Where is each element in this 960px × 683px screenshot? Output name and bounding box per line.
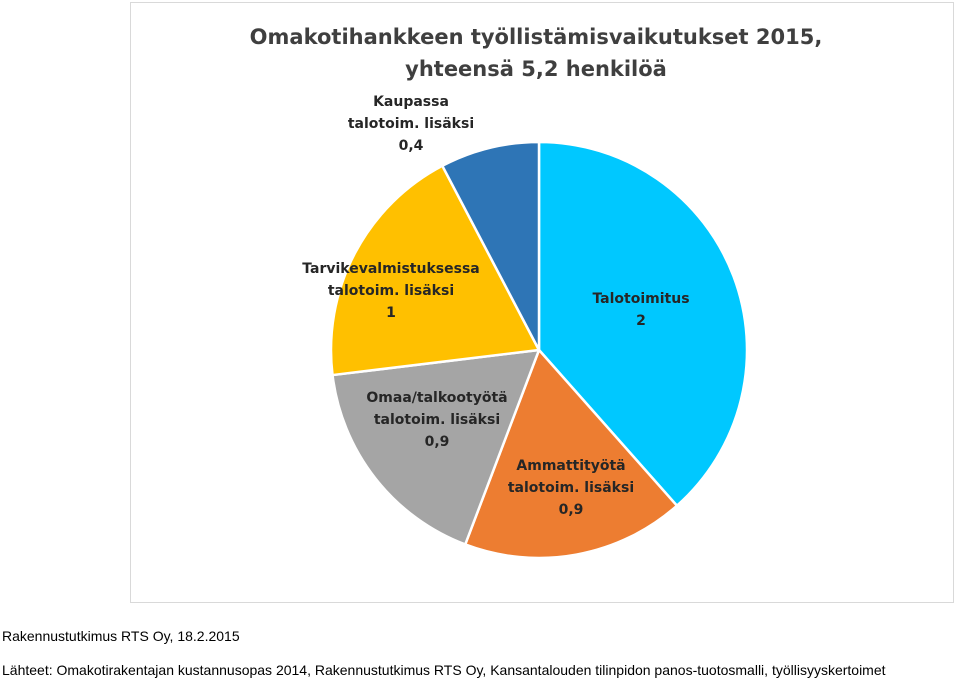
chart-frame: Omakotihankkeen työllistämisvaikutukset … <box>130 2 954 603</box>
slice-value: 0,9 <box>558 502 584 518</box>
slice-label-line: talotoim. lisäksi <box>327 283 455 299</box>
slice-label-line: Kaupassa <box>373 94 449 110</box>
chart-title: Omakotihankkeen työllistämisvaikutukset … <box>131 21 941 85</box>
slice-label-kaupassa: Kaupassa talotoim. lisäksi 0,4 <box>331 91 491 157</box>
source-line: Rakennustutkimus RTS Oy, 18.2.2015 <box>2 628 240 644</box>
slice-label-line: talotoim. lisäksi <box>373 412 501 428</box>
slice-label-line: Ammattityötä <box>516 458 626 474</box>
slice-value: 0,9 <box>424 434 450 450</box>
slice-label-line: talotoim. lisäksi <box>507 480 635 496</box>
chart-title-line-2: yhteensä 5,2 henkilöä <box>405 57 667 81</box>
pie-slice-kaupassa <box>441 140 541 352</box>
pie-slice-talotoimitus <box>537 140 749 507</box>
slice-label-omaa-talkootyota: Omaa/talkootyötä talotoim. lisäksi 0,9 <box>357 387 517 453</box>
slice-value: 1 <box>386 305 396 321</box>
slice-label-line: talotoim. lisäksi <box>347 116 475 132</box>
pie-slice-omaa-talkootyota <box>331 348 541 546</box>
references-line: Lähteet: Omakotirakentajan kustannusopas… <box>2 662 886 678</box>
slice-label-ammattityota: Ammattityötä talotoim. lisäksi 0,9 <box>496 455 646 521</box>
slice-label-line: Omaa/talkootyötä <box>366 390 508 406</box>
slice-label-line: Tarvikevalmistuksessa <box>302 261 480 277</box>
chart-title-line-1: Omakotihankkeen työllistämisvaikutukset … <box>249 25 823 49</box>
pie-slice-ammattityota <box>463 348 679 560</box>
slice-value: 0,4 <box>398 138 424 154</box>
slice-label-talotoimitus: Talotoimitus 2 <box>571 288 711 332</box>
slice-label-line: Talotoimitus <box>592 291 690 307</box>
slice-label-tarvikevalmistuksessa: Tarvikevalmistuksessa talotoim. lisäksi … <box>291 258 491 324</box>
pie-slice-tarvikevalmistuksessa <box>329 164 541 377</box>
pie-chart <box>329 140 749 560</box>
slice-value: 2 <box>636 313 646 329</box>
